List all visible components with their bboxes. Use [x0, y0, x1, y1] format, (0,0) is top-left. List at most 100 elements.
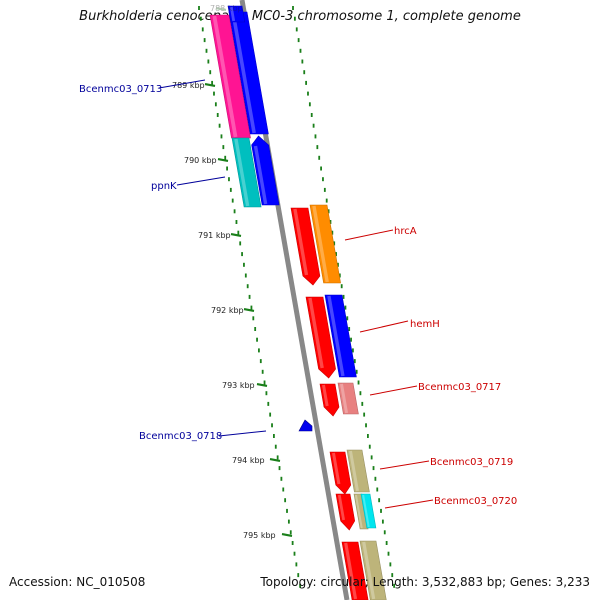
tick-dot: [376, 487, 379, 492]
tick-dot: [389, 562, 392, 567]
gene-feature: [346, 449, 370, 493]
gene-highlight: [229, 6, 236, 22]
gene-label-leader: [359, 320, 409, 333]
gene-highlight: [354, 494, 363, 529]
tick-dot: [355, 369, 358, 374]
tick-dot: [310, 113, 313, 117]
tick-dot: [312, 123, 315, 128]
scale-tick-mark: [281, 533, 293, 537]
tick-dot: [316, 145, 319, 150]
scale-tick: 789 kbp: [172, 81, 216, 90]
scale-tick-mark: [230, 233, 242, 237]
gene-arrow: [359, 540, 387, 600]
inner-dot-track: [198, 6, 302, 588]
gene-highlight: [231, 12, 256, 134]
gene-feature: [227, 5, 246, 23]
tick-dot: [250, 305, 253, 310]
scale-tick: 790 kbp: [184, 156, 229, 165]
tick-dot: [333, 241, 336, 246]
gene-arrow: [251, 135, 280, 206]
tick-dot: [207, 59, 210, 64]
scale-tick-mark: [269, 458, 281, 462]
tick-dot: [267, 401, 270, 406]
gene-feature: [251, 135, 280, 206]
tick-dot: [383, 530, 386, 535]
gene-label-leader: [176, 176, 226, 186]
gene-labels: Bcenmc03_0713 ppnK hrcA hemH Bcenmc03_0717 Bc…: [79, 79, 517, 509]
tick-dot: [252, 316, 255, 321]
gene-arrow: [290, 207, 321, 286]
tick-dot: [323, 187, 326, 192]
tick-dot: [372, 466, 375, 471]
gene-label: Bcenmc03_0718: [139, 430, 267, 442]
tick-dot: [205, 48, 208, 53]
gene-arrow: [346, 449, 370, 493]
tick-dot: [271, 423, 273, 428]
map-title: Burkholderia cenocepacia MC0-3 chromosom…: [79, 9, 521, 24]
tick-dot: [226, 166, 228, 171]
tick-dot: [320, 166, 322, 171]
tick-dot: [297, 573, 300, 578]
tick-dot: [370, 455, 373, 460]
tick-dot: [359, 391, 362, 396]
tick-dot: [387, 551, 390, 556]
scale-tick: 795 kbp: [243, 531, 293, 540]
scale-tick-label: 788 kbp: [210, 4, 243, 13]
outer-dot-track: [292, 6, 396, 588]
gene-arrow: [309, 204, 341, 284]
tick-dot: [259, 359, 262, 364]
scale-tick-mark: [243, 308, 255, 312]
gene-arrow: [335, 493, 356, 531]
gene-feature: [319, 383, 340, 417]
tick-dot: [229, 187, 232, 192]
gene-arrow: [341, 541, 369, 600]
gene-label-text: hemH: [410, 319, 440, 330]
scale-tick-label: 794 kbp: [232, 456, 265, 465]
tick-dot: [293, 551, 296, 556]
scale-tick-label: 795 kbp: [243, 531, 276, 540]
gene-highlight: [308, 297, 324, 369]
gene-highlight: [312, 205, 329, 283]
gene-label-text: hrcA: [394, 226, 417, 237]
tick-dot: [256, 337, 258, 342]
tick-dot: [216, 113, 219, 117]
tick-dot: [335, 252, 337, 257]
tick-dot: [209, 70, 212, 75]
gene-label: Bcenmc03_0717: [369, 382, 501, 396]
tick-dot: [325, 198, 328, 203]
gene-label-text: Bcenmc03_0719: [430, 457, 513, 468]
gene-label: ppnK: [151, 176, 226, 192]
gene-feature: [359, 540, 387, 600]
scale-tick: 794 kbp: [232, 456, 281, 465]
tick-dot: [261, 369, 264, 374]
tick-dot: [378, 498, 381, 503]
gene-highlight: [253, 145, 268, 205]
tick-dot: [348, 327, 351, 331]
tick-dot: [258, 348, 260, 353]
tick-dot: [198, 6, 200, 10]
tick-dot: [231, 198, 234, 203]
tick-dot: [367, 434, 369, 438]
gene-label-leader: [344, 229, 394, 241]
tick-dot: [365, 423, 367, 428]
tick-dot-tracks: [198, 6, 396, 588]
gene-arrow: [360, 493, 377, 529]
tick-dot: [327, 209, 330, 214]
scale-tick-mark: [204, 83, 216, 87]
gene-label-leader: [384, 499, 434, 509]
scale-tick: 792 kbp: [211, 306, 255, 315]
tick-dot: [291, 541, 294, 545]
genome-summary-text: Topology: circular; Length: 3,532,883 bp…: [260, 575, 590, 589]
tick-dot: [292, 6, 294, 10]
gene-feature: [309, 204, 341, 284]
gene-label: Bcenmc03_0713: [79, 79, 206, 95]
tick-dot: [393, 583, 396, 588]
scale-tick: 788 kbp: [210, 4, 243, 13]
gene-arrow: [231, 137, 262, 208]
gene-highlight: [293, 208, 309, 276]
gene-feature: [337, 382, 359, 415]
tick-dot: [344, 305, 347, 310]
gene-feature: [353, 493, 369, 530]
tick-dot: [201, 27, 204, 32]
scale-tick: 791 kbp: [198, 231, 242, 240]
